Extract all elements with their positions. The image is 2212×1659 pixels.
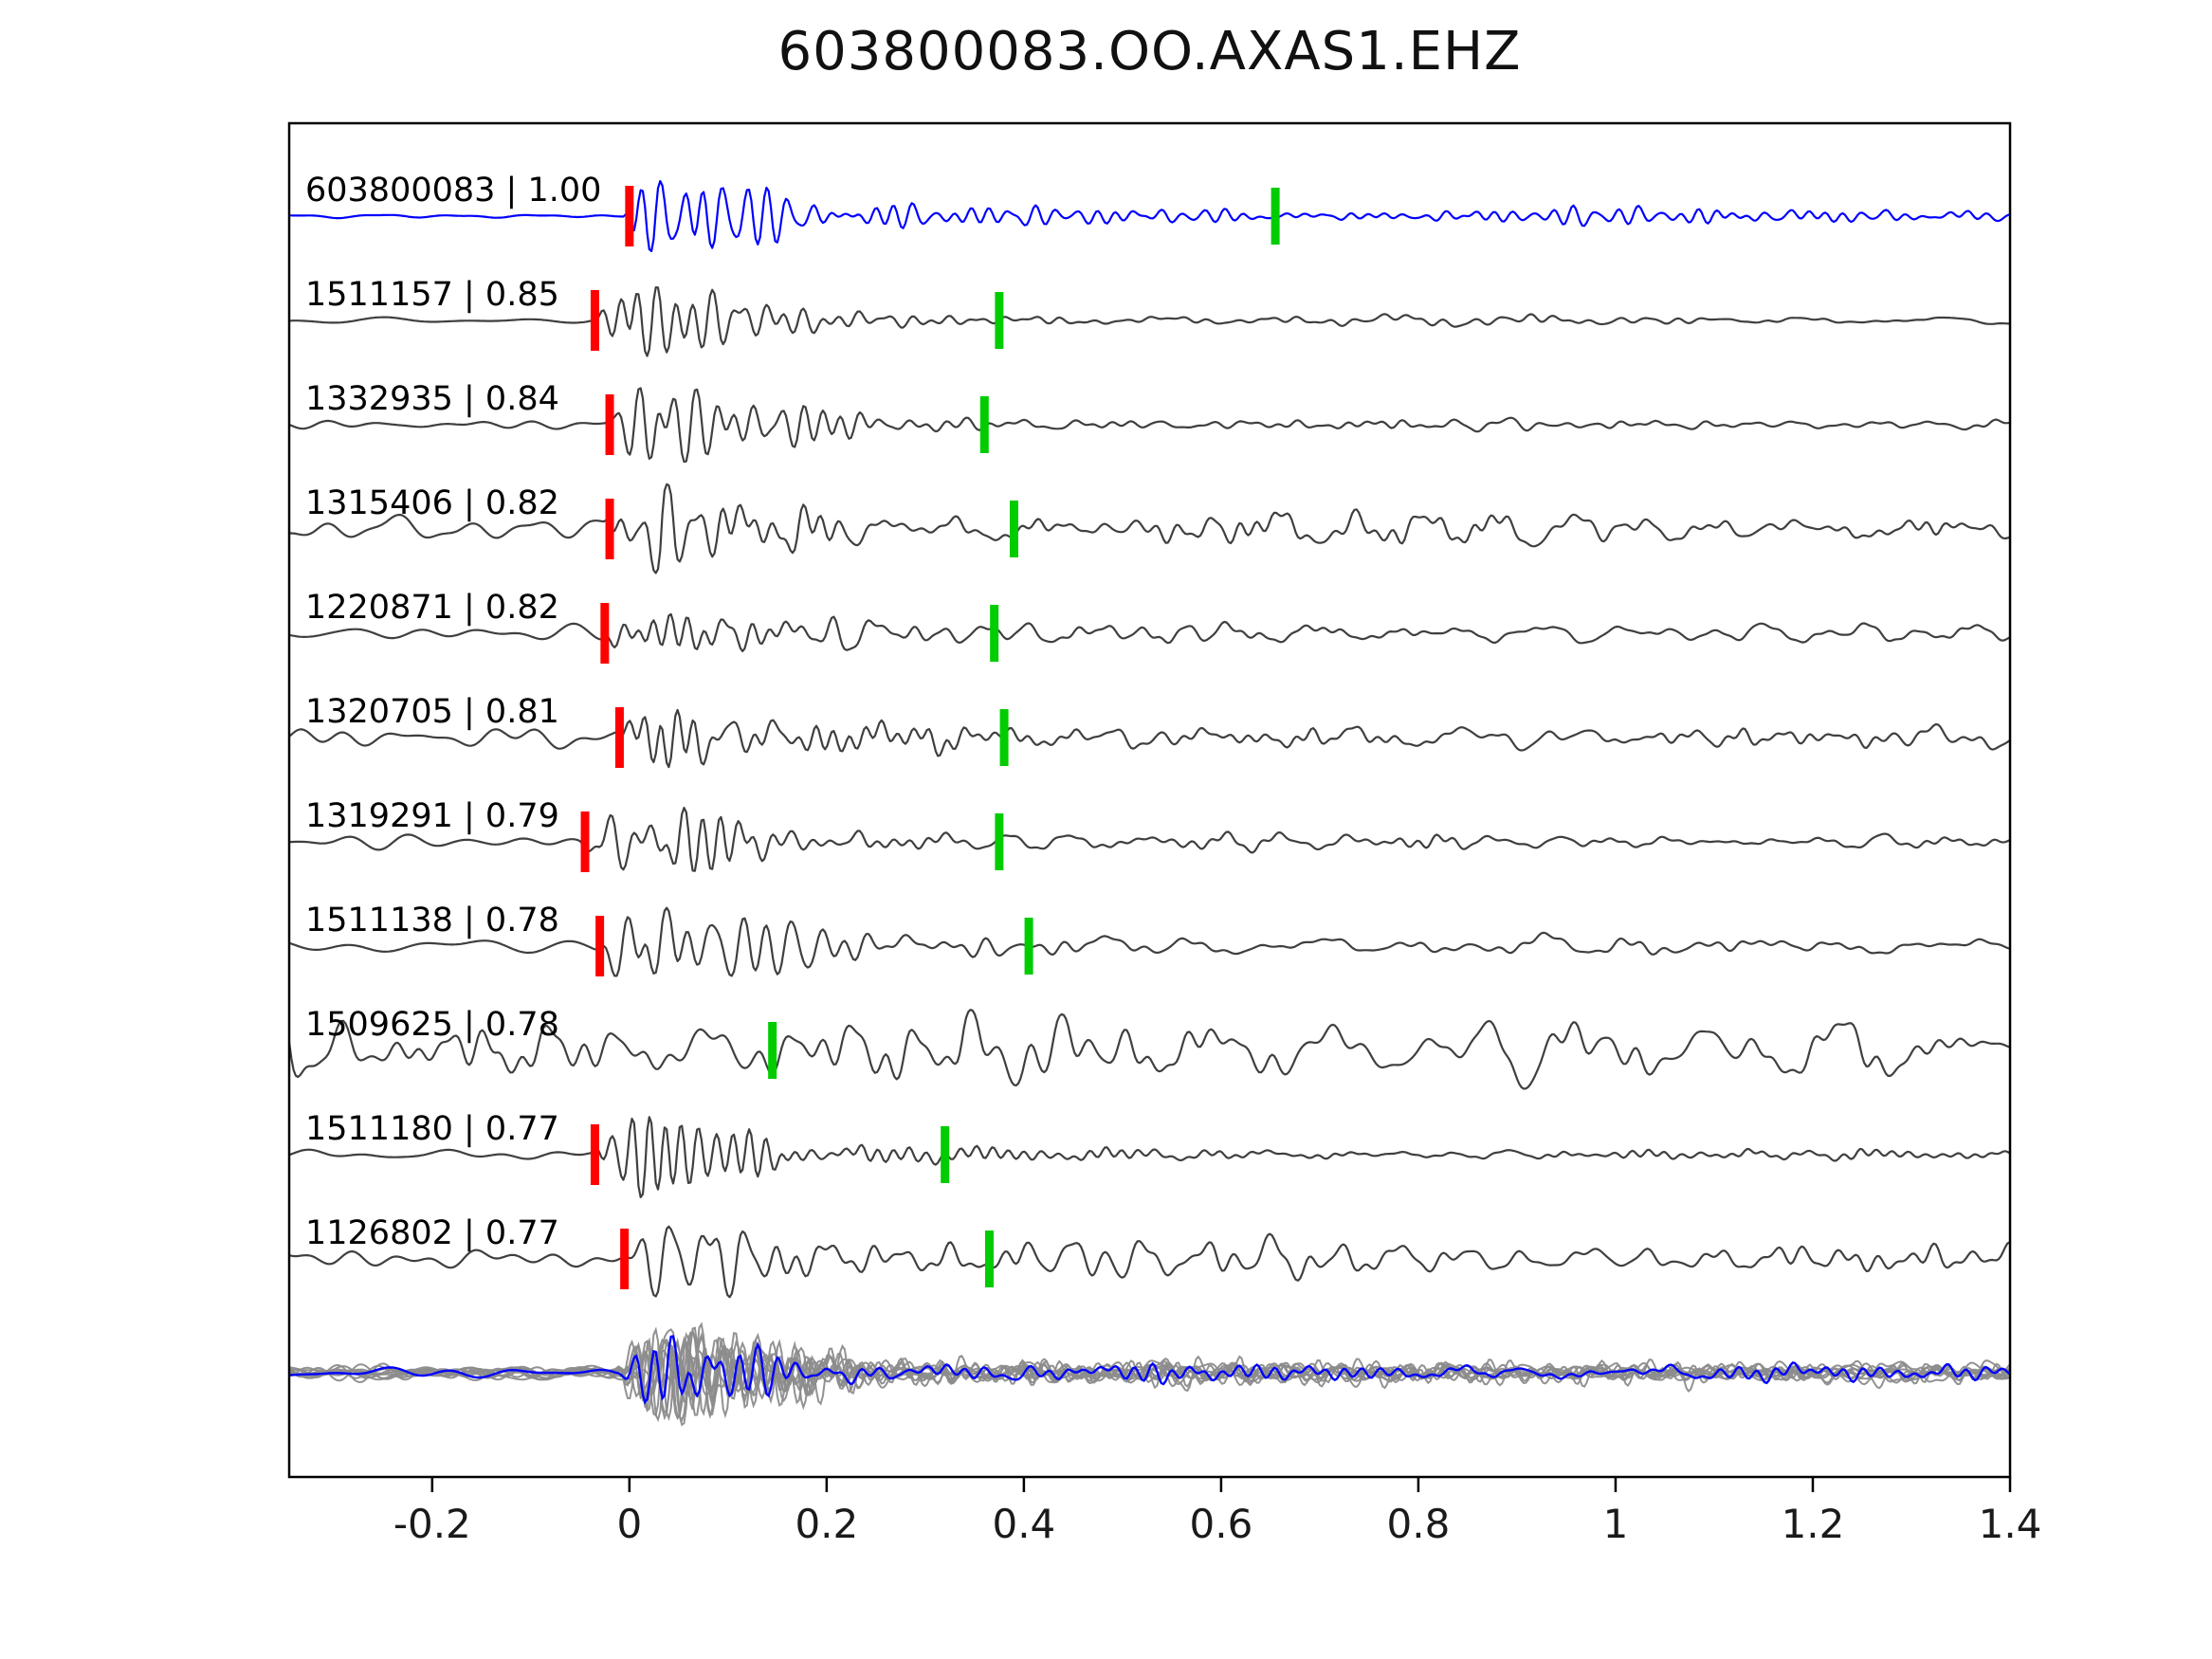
trace-waveform-603800083 (289, 179, 2010, 252)
trace-label-1511157: 1511157 | 0.85 (305, 276, 559, 314)
x-tick-label: 0.2 (795, 1501, 858, 1547)
x-tick-label: 1.2 (1782, 1501, 1845, 1547)
figure-title: 603800083.OO.AXAS1.EHZ (777, 21, 1522, 82)
overlay-gray-trace (289, 1332, 2010, 1420)
trace-label-1511180: 1511180 | 0.77 (305, 1110, 559, 1148)
x-tick-label: 1.4 (1979, 1501, 2042, 1547)
trace-waveform-1332935 (289, 387, 2010, 464)
trace-label-1332935: 1332935 | 0.84 (305, 380, 559, 418)
trace-waveform-1220871 (289, 612, 2010, 652)
trace-label-1126802: 1126802 | 0.77 (305, 1214, 559, 1252)
trace-label-1319291: 1319291 | 0.79 (305, 797, 559, 835)
trace-label-1320705: 1320705 | 0.81 (305, 693, 559, 731)
x-tick-label: 0.4 (992, 1501, 1055, 1547)
trace-label-603800083: 603800083 | 1.00 (305, 172, 601, 210)
trace-label-1220871: 1220871 | 0.82 (305, 589, 559, 627)
trace-waveform-1126802 (289, 1225, 2010, 1299)
trace-waveform-1509625 (289, 1009, 2010, 1090)
overlay-template-trace (289, 1335, 2010, 1405)
trace-label-1511138: 1511138 | 0.78 (305, 902, 559, 939)
waveforms-layer (289, 179, 2010, 1427)
axes-frame (287, 121, 2012, 1479)
trace-label-1315406: 1315406 | 0.82 (305, 484, 559, 522)
trace-waveform-1511157 (289, 286, 2010, 357)
x-tick-label: 0 (616, 1501, 642, 1547)
trace-waveform-1511138 (289, 906, 2010, 977)
x-tick-label: 0.6 (1190, 1501, 1253, 1547)
x-tick-label: 0.8 (1387, 1501, 1451, 1547)
trace-waveform-1511180 (289, 1116, 2010, 1198)
trace-waveform-1315406 (289, 483, 2010, 574)
trace-label-1509625: 1509625 | 0.78 (305, 1006, 559, 1044)
trace-waveform-1319291 (289, 807, 2010, 872)
trace-waveform-1320705 (289, 708, 2010, 769)
x-tick-label: 1 (1603, 1501, 1629, 1547)
x-tick-label: -0.2 (393, 1501, 471, 1547)
